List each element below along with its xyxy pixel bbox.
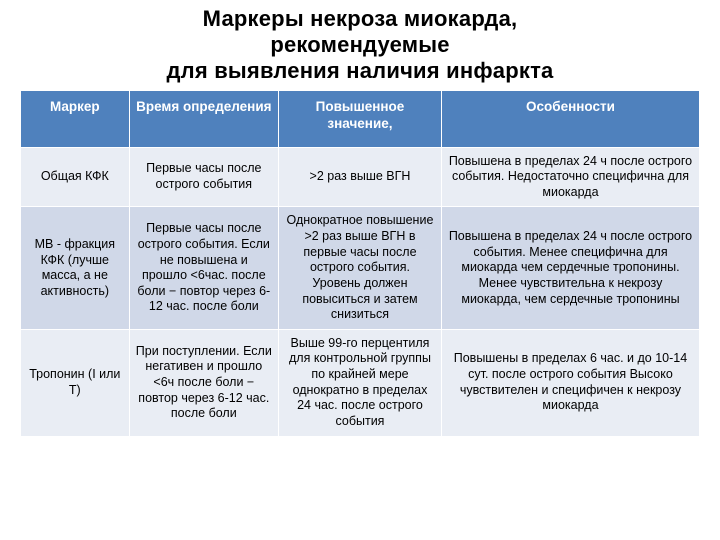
cell-marker: Общая КФК: [21, 147, 130, 207]
col-header-time: Время определения: [129, 90, 278, 147]
cell-time: Первые часы после острого события: [129, 147, 278, 207]
table-body: Общая КФК Первые часы после острого собы…: [21, 147, 700, 436]
slide: Маркеры некроза миокарда, рекомендуемые …: [0, 0, 720, 540]
cell-marker: МВ - фракция КФК (лучше масса, а не акти…: [21, 207, 130, 329]
cell-time: При поступлении. Если негативен и прошло…: [129, 329, 278, 436]
title-line-3: для выявления наличия инфаркта: [167, 58, 554, 83]
table-row: Общая КФК Первые часы после острого собы…: [21, 147, 700, 207]
cell-value: Выше 99-го перцентиля для контрольной гр…: [279, 329, 442, 436]
title-line-1: Маркеры некроза миокарда,: [203, 6, 518, 31]
cell-value: Однократное повышение >2 раз выше ВГН в …: [279, 207, 442, 329]
cell-marker: Тропонин (I или T): [21, 329, 130, 436]
col-header-features: Особенности: [441, 90, 699, 147]
cell-time: Первые часы после острого события. Если …: [129, 207, 278, 329]
slide-title: Маркеры некроза миокарда, рекомендуемые …: [20, 6, 700, 84]
markers-table: Маркер Время определения Повышенное знач…: [20, 90, 700, 437]
title-line-2: рекомендуемые: [270, 32, 449, 57]
cell-features: Повышена в пределах 24 ч после острого с…: [441, 147, 699, 207]
cell-features: Повышены в пределах 6 час. и до 10-14 су…: [441, 329, 699, 436]
cell-features: Повышена в пределах 24 ч после острого с…: [441, 207, 699, 329]
col-header-marker: Маркер: [21, 90, 130, 147]
table-row: Тропонин (I или T) При поступлении. Если…: [21, 329, 700, 436]
table-header-row: Маркер Время определения Повышенное знач…: [21, 90, 700, 147]
col-header-value: Повышенное значение,: [279, 90, 442, 147]
table-row: МВ - фракция КФК (лучше масса, а не акти…: [21, 207, 700, 329]
cell-value: >2 раз выше ВГН: [279, 147, 442, 207]
